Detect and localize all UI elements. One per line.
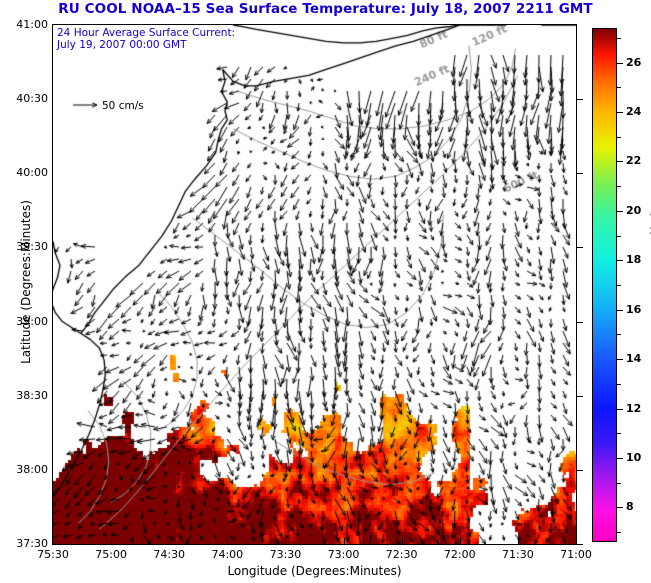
x-tick-label: 73:30 xyxy=(269,548,302,561)
colorbar-tick-label: 24 xyxy=(626,105,642,119)
colorbar-minor-tick xyxy=(617,136,621,138)
colorbar-gradient xyxy=(593,29,616,541)
x-axis-label: Longitude (Degrees:Minutes) xyxy=(227,564,402,578)
y-tick-label: 38:00 xyxy=(16,462,48,476)
y-axis-label: Latitude (Degrees:Minutes) xyxy=(19,200,33,364)
x-tick-label: 72:00 xyxy=(443,548,476,561)
colorbar-tick-label: 12 xyxy=(626,401,642,415)
x-tick-label: 74:30 xyxy=(153,548,186,561)
sst-current-map-canvas[interactable] xyxy=(53,25,576,544)
colorbar-minor-tick xyxy=(617,433,621,435)
y-tick-label: 40:00 xyxy=(16,166,48,180)
x-tick-label: 74:00 xyxy=(211,548,244,561)
colorbar-tick-label: 18 xyxy=(626,253,642,267)
x-tick-mark xyxy=(111,538,113,545)
colorbar-minor-tick xyxy=(617,285,621,286)
x-tick-label: 71:00 xyxy=(560,548,592,561)
y-tick-mark xyxy=(577,469,583,471)
y-tick-label: 38:30 xyxy=(16,388,48,402)
colorbar-minor-tick xyxy=(617,532,621,534)
x-tick-mark xyxy=(285,538,287,545)
colorbar-tick-mark xyxy=(617,112,623,114)
y-tick-mark xyxy=(577,99,583,101)
colorbar-tick-label: 16 xyxy=(626,302,642,316)
colorbar-minor-tick xyxy=(617,37,621,39)
x-tick-mark xyxy=(343,538,345,545)
colorbar-tick-label: 20 xyxy=(626,203,642,217)
y-tick-mark xyxy=(577,395,583,397)
colorbar-tick-label: 22 xyxy=(626,154,642,168)
colorbar-tick-mark xyxy=(617,260,623,262)
y-tick-label: 40:30 xyxy=(16,92,48,106)
x-tick-mark xyxy=(517,538,519,545)
colorbar-minor-tick xyxy=(617,87,621,89)
y-tick-label: 39:00 xyxy=(16,314,48,328)
vector-scale-label: 50 cm/s xyxy=(102,100,144,112)
x-tick-label: 72:30 xyxy=(385,548,418,561)
x-tick-label: 75:30 xyxy=(37,548,69,561)
x-tick-mark xyxy=(459,538,461,545)
colorbar-tick-mark xyxy=(617,62,623,64)
colorbar-tick-mark xyxy=(617,408,623,410)
colorbar-tick-mark xyxy=(617,210,623,212)
colorbar-minor-tick xyxy=(617,383,621,385)
x-tick-mark xyxy=(401,538,403,545)
figure-title: RU COOL NOAA–15 Sea Surface Temperature:… xyxy=(58,1,593,17)
x-tick-label: 75:00 xyxy=(95,548,127,561)
x-tick-label: 71:30 xyxy=(502,548,534,561)
colorbar-tick-mark xyxy=(617,507,623,509)
colorbar-tick-mark xyxy=(617,457,623,459)
colorbar-tick-label: 26 xyxy=(626,55,642,69)
x-tick-mark xyxy=(169,538,171,545)
y-tick-mark xyxy=(577,544,583,545)
colorbar-tick-mark xyxy=(617,359,623,361)
colorbar-minor-tick xyxy=(617,482,621,484)
y-tick-mark xyxy=(577,321,583,323)
x-tick-mark xyxy=(227,538,229,545)
current-annotation: 24 Hour Average Surface Current: July 19… xyxy=(57,27,236,51)
y-tick-label: 41:00 xyxy=(16,18,48,31)
colorbar-minor-tick xyxy=(617,334,621,336)
colorbar-tick-label: 8 xyxy=(626,500,634,514)
y-tick-mark xyxy=(577,173,583,175)
colorbar-tick-label: 10 xyxy=(626,450,642,464)
colorbar-tick-mark xyxy=(617,161,623,163)
colorbar-tick-mark xyxy=(617,309,623,311)
colorbar xyxy=(592,28,617,542)
colorbar-minor-tick xyxy=(617,186,621,188)
colorbar-minor-tick xyxy=(617,235,621,237)
y-tick-label: 37:30 xyxy=(16,537,48,550)
map-plot-area[interactable]: 24 Hour Average Surface Current: July 19… xyxy=(52,24,577,545)
x-tick-label: 73:00 xyxy=(327,548,360,561)
y-tick-label: 39:30 xyxy=(16,240,48,254)
y-tick-mark xyxy=(577,247,583,249)
colorbar-tick-label: 14 xyxy=(626,352,642,366)
